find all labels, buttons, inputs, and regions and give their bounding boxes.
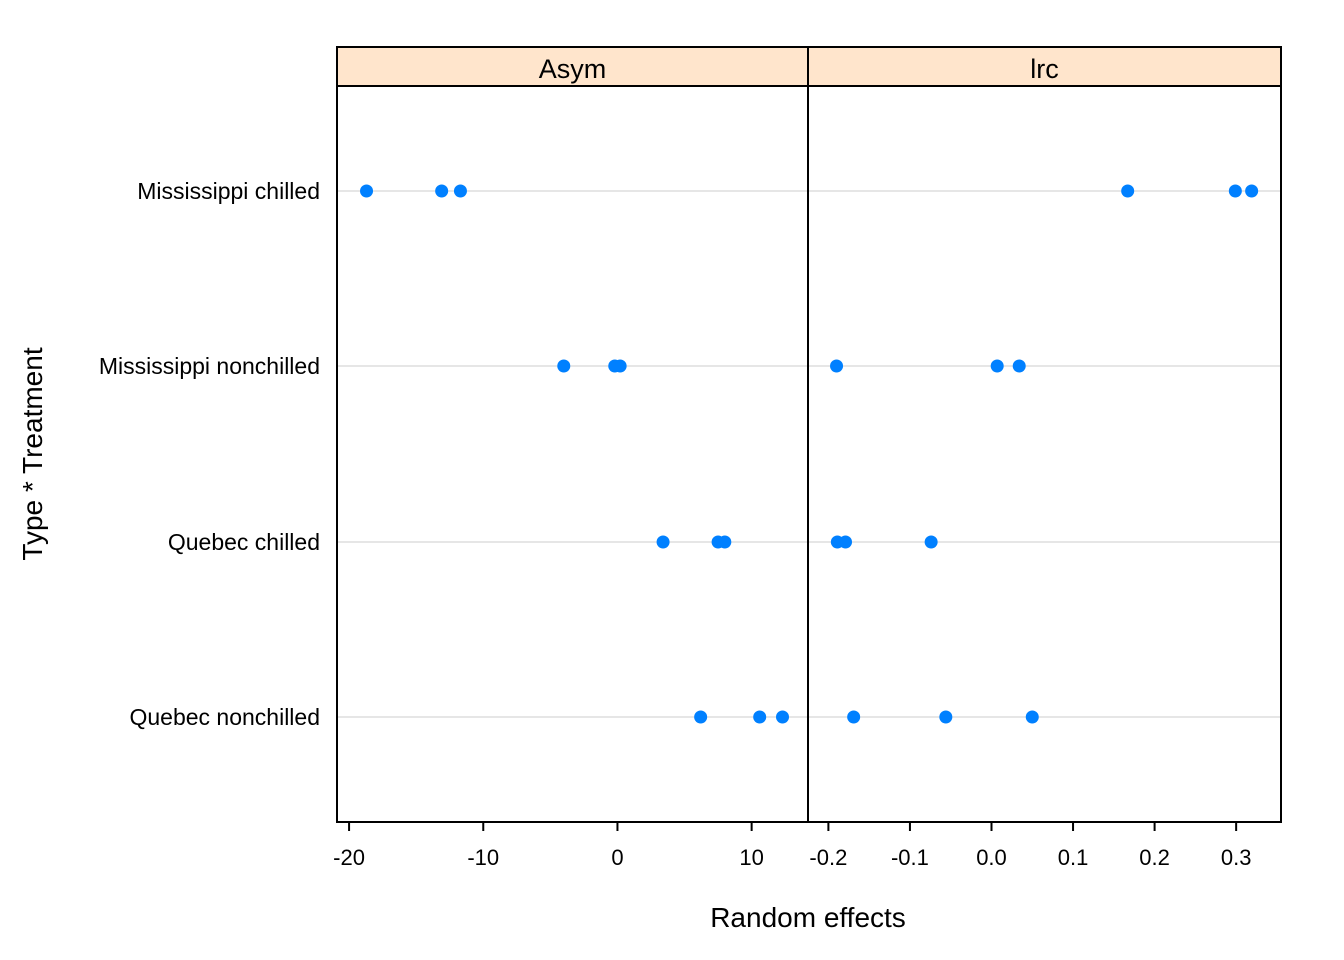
data-point-asym	[753, 710, 767, 724]
data-point-asym	[453, 184, 467, 198]
x-tick-label: -0.1	[891, 845, 929, 870]
data-point-asym	[694, 710, 708, 724]
data-point-lrc	[830, 359, 844, 373]
data-point-lrc	[990, 359, 1004, 373]
x-tick-label: 0.2	[1139, 845, 1170, 870]
data-point-lrc	[847, 710, 861, 724]
points-layer	[360, 184, 1259, 724]
x-axis-title: Random effects	[710, 902, 906, 933]
category-label: Mississippi nonchilled	[99, 353, 320, 379]
data-point-asym	[360, 184, 374, 198]
data-point-lrc	[939, 710, 953, 724]
category-label: Mississippi chilled	[137, 178, 320, 204]
data-point-lrc	[1228, 184, 1242, 198]
data-point-asym	[613, 359, 627, 373]
panel-frame	[336, 85, 809, 823]
labels-layer: Random effects Type * Treatment Mississi…	[17, 54, 1251, 933]
data-point-lrc	[1025, 710, 1039, 724]
data-point-asym	[656, 535, 670, 549]
category-label: Quebec chilled	[168, 529, 320, 555]
category-label: Quebec nonchilled	[129, 704, 320, 730]
panel-strip-label: Asym	[539, 54, 607, 84]
data-point-lrc	[839, 535, 853, 549]
x-tick-label: 10	[739, 845, 763, 870]
data-point-lrc	[1012, 359, 1026, 373]
panel-strip	[807, 46, 1282, 87]
data-point-asym	[776, 710, 790, 724]
x-tick-label: 0.0	[976, 845, 1007, 870]
data-point-lrc	[1245, 184, 1259, 198]
data-point-asym	[718, 535, 732, 549]
x-tick-label: -10	[467, 845, 499, 870]
x-tick-label: -20	[333, 845, 365, 870]
grid-layer	[337, 190, 1281, 718]
y-axis-title: Type * Treatment	[17, 347, 48, 560]
data-point-asym	[557, 359, 571, 373]
x-tick-label: 0.1	[1058, 845, 1089, 870]
data-point-asym	[435, 184, 449, 198]
panel-strip-label: lrc	[1030, 54, 1059, 84]
frames-layer	[336, 46, 1282, 831]
data-point-lrc	[924, 535, 938, 549]
x-tick-label: -0.2	[809, 845, 847, 870]
x-tick-label: 0	[611, 845, 623, 870]
data-point-lrc	[1121, 184, 1135, 198]
x-tick-label: 0.3	[1221, 845, 1252, 870]
panel-frame	[807, 85, 1282, 823]
